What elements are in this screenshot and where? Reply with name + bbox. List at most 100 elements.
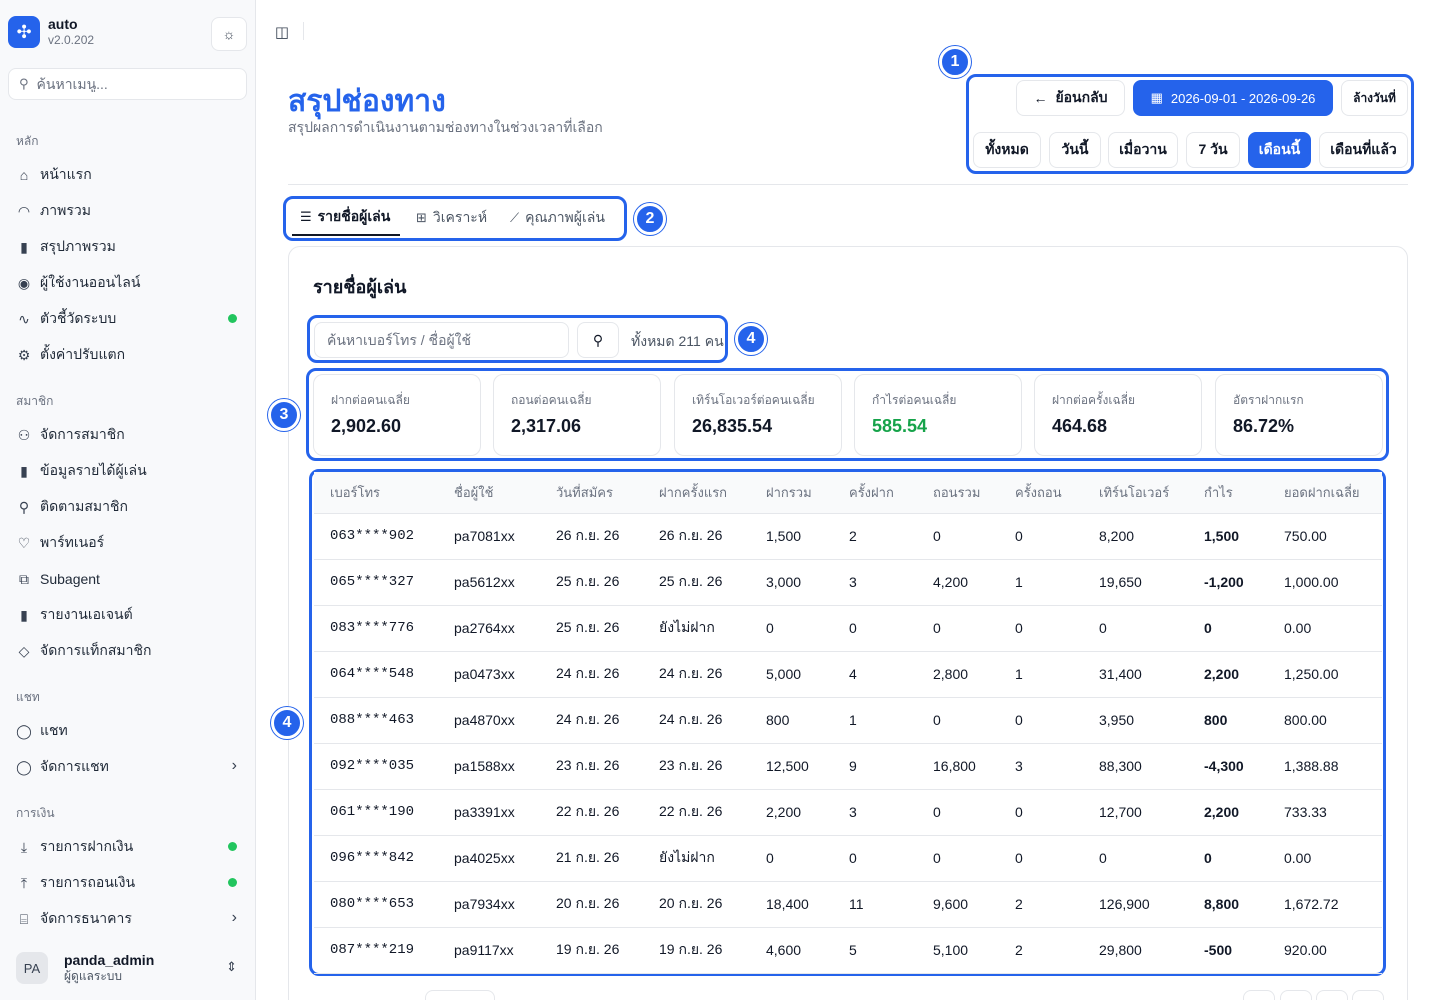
range-all-button[interactable]: ทั้งหมด (973, 132, 1041, 168)
sidebar-item-subagent[interactable]: ⧉ Subagent (8, 563, 247, 595)
cell-phone: 061****190 (314, 789, 438, 836)
cell-signup-date: 21 ก.ย. 26 (540, 835, 643, 882)
range-last-month-button[interactable]: เดือนที่แล้ว (1319, 132, 1408, 168)
cell-turnover: 88,300 (1083, 743, 1188, 790)
clear-date-button[interactable]: ล้างวันที่ (1341, 80, 1408, 116)
search-button[interactable]: ⚲ (577, 322, 619, 358)
cell-profit: 1,500 (1188, 513, 1268, 560)
cell-deposit-count: 2 (833, 513, 917, 560)
cell-phone: 092****035 (314, 743, 438, 790)
sidebar-item-summary[interactable]: ▮ สรุปภาพรวม (8, 231, 247, 263)
range-today-button[interactable]: วันนี้ (1049, 132, 1101, 168)
cell-avg-deposit: 1,250.00 (1268, 651, 1382, 698)
sidebar-item-banks[interactable]: ⌸ จัดการธนาคาร › (8, 903, 247, 935)
cell-avg-deposit: 750.00 (1268, 513, 1382, 560)
sidebar-item-agent-report[interactable]: ▮ รายงานเอเจนต์ (8, 599, 247, 631)
cell-avg-deposit: 0.00 (1268, 605, 1382, 652)
player-search-input[interactable] (314, 322, 569, 358)
sidebar-item-player-income[interactable]: ▮ ข้อมูลรายได้ผู้เล่น (8, 455, 247, 487)
sidebar-item-label: หน้าแรก (40, 166, 92, 182)
cell-withdraw-count: 3 (999, 743, 1083, 790)
calendar-icon: ▦ (1150, 90, 1163, 105)
pagination-first-button[interactable] (1243, 990, 1275, 1000)
pagination-next-button[interactable] (1316, 990, 1348, 1000)
sidebar-item-withdrawals[interactable]: ⤒ รายการถอนเงิน (8, 867, 247, 899)
cell-total-withdraw: 4,200 (917, 559, 999, 606)
line-chart-icon: ⟋ (510, 210, 520, 225)
sidebar-item-partner[interactable]: ♡ พาร์ทเนอร์ (8, 527, 247, 559)
range-7days-button[interactable]: 7 วัน (1186, 132, 1240, 168)
sidebar-item-label: รายการถอนเงิน (40, 874, 136, 890)
chevrons-up-down-icon: ⇕ (226, 959, 237, 974)
sidebar-item-overview[interactable]: ◠ ภาพรวม (8, 195, 247, 227)
sidebar-item-online-users[interactable]: ◉ ผู้ใช้งานออนไลน์ (8, 267, 247, 299)
sun-icon: ☼ (222, 26, 236, 42)
annotation-badge-2: 2 (634, 203, 666, 235)
sidebar-toggle-button[interactable]: ◫ (272, 22, 292, 42)
status-dot (228, 314, 237, 323)
tab-analysis[interactable]: ⊞ วิเคราะห์ (408, 200, 496, 236)
cell-first-deposit: 23 ก.ย. 26 (643, 743, 750, 790)
table-row[interactable]: 064****548 pa0473xx 24 ก.ย. 26 24 ก.ย. 26 5,… (314, 651, 1382, 698)
page-title: สรุปช่องทาง (288, 85, 446, 118)
annotation-box-4-table (309, 469, 1386, 976)
range-this-month-button[interactable]: เดือนนี้ (1248, 132, 1311, 168)
total-players-count: ทั้งหมด 211 คน (631, 333, 724, 349)
column-header: ยอดฝากเฉลี่ย (1268, 472, 1382, 514)
tab-player-list[interactable]: ☰ รายชื่อผู้เล่น (292, 200, 400, 236)
table-row[interactable]: 063****902 pa7081xx 26 ก.ย. 26 26 ก.ย. 26 1,… (314, 513, 1382, 560)
status-dot (228, 878, 237, 887)
annotation-box-1 (966, 74, 1414, 174)
sidebar-item-system-metrics[interactable]: ∿ ตัวชี้วัดระบบ (8, 303, 247, 335)
sidebar-item-deposits[interactable]: ⤓ รายการฝากเงิน (8, 831, 247, 863)
table-row[interactable]: 087****219 pa9117xx 19 ก.ย. 26 19 ก.ย. 26 4,… (314, 927, 1382, 974)
sidebar-item-track-members[interactable]: ⚲ ติดตามสมาชิก (8, 491, 247, 523)
range-yesterday-button[interactable]: เมื่อวาน (1108, 132, 1178, 168)
cell-username: pa3391xx (438, 789, 540, 836)
download-icon: ⤓ (20, 838, 28, 855)
back-button[interactable]: ← ย้อนกลับ (1016, 80, 1125, 116)
stat-label: ฝากต่อคนเฉลี่ย (331, 393, 410, 407)
sidebar-item-label: ตัวชี้วัดระบบ (40, 310, 117, 326)
sidebar-item-chat[interactable]: ◯ แชท (8, 715, 247, 747)
table-row[interactable]: 061****190 pa3391xx 22 ก.ย. 26 22 ก.ย. 26 2,… (314, 789, 1382, 836)
sidebar-item-label: จัดการธนาคาร (40, 910, 132, 926)
list-icon: ☰ (300, 209, 312, 224)
pagination-prev-button[interactable] (1280, 990, 1312, 1000)
sidebar-item-home[interactable]: ⌂ หน้าแรก (8, 159, 247, 191)
cell-deposit-count: 3 (833, 559, 917, 606)
tab-player-quality[interactable]: ⟋ คุณภาพผู้เล่น (502, 200, 618, 236)
pagination-last-button[interactable] (1352, 990, 1384, 1000)
section-label-members: สมาชิก (16, 394, 54, 408)
sidebar-item-label: ภาพรวม (40, 202, 91, 218)
table-row[interactable]: 080****653 pa7934xx 20 ก.ย. 26 20 ก.ย. 26 18… (314, 881, 1382, 928)
sidebar-item-manage-members[interactable]: ⚇ จัดการสมาชิก (8, 419, 247, 451)
table-row[interactable]: 092****035 pa1588xx 23 ก.ย. 26 23 ก.ย. 26 12… (314, 743, 1382, 790)
table-row[interactable]: 096****842 pa4025xx 21 ก.ย. 26 ยังไม่ฝาก 0 0 0… (314, 835, 1382, 882)
section-label-main: หลัก (16, 134, 39, 148)
cell-username: pa4025xx (438, 835, 540, 882)
annotation-badge-3: 3 (268, 399, 300, 431)
cell-signup-date: 23 ก.ย. 26 (540, 743, 643, 790)
cell-deposit-count: 0 (833, 835, 917, 882)
menu-search-input[interactable] (36, 76, 227, 92)
cell-deposit-count: 5 (833, 927, 917, 974)
cell-profit: -1,200 (1188, 559, 1268, 606)
theme-toggle-button[interactable]: ☼ (211, 17, 247, 51)
table-row[interactable]: 065****327 pa5612xx 25 ก.ย. 26 25 ก.ย. 26 3,… (314, 559, 1382, 606)
user-menu[interactable]: PA panda_admin ผู้ดูแลระบบ ⇕ (8, 944, 247, 992)
brand[interactable]: ✣ auto v2.0.202 (8, 16, 94, 48)
table-row[interactable]: 088****463 pa4870xx 24 ก.ย. 26 24 ก.ย. 26 80… (314, 697, 1382, 744)
page-size-select[interactable] (425, 990, 495, 1000)
sidebar-item-settings[interactable]: ⚙ ตั้งค่าปรับแตก (8, 339, 247, 371)
cell-username: pa9117xx (438, 927, 540, 974)
cell-deposit-count: 4 (833, 651, 917, 698)
sidebar-item-manage-chat[interactable]: ◯ จัดการแชท › (8, 751, 247, 783)
sidebar-item-member-tags[interactable]: ◇ จัดการแท็กสมาชิก (8, 635, 247, 667)
cell-signup-date: 25 ก.ย. 26 (540, 559, 643, 606)
cell-phone: 087****219 (314, 927, 438, 974)
cell-turnover: 31,400 (1083, 651, 1188, 698)
table-row[interactable]: 083****776 pa2764xx 25 ก.ย. 26 ยังไม่ฝาก 0 0 0… (314, 605, 1382, 652)
date-range-picker[interactable]: ▦ 2026-09-01 - 2026-09-26 (1133, 80, 1333, 116)
date-range-value: 2026-09-01 - 2026-09-26 (1170, 90, 1316, 106)
